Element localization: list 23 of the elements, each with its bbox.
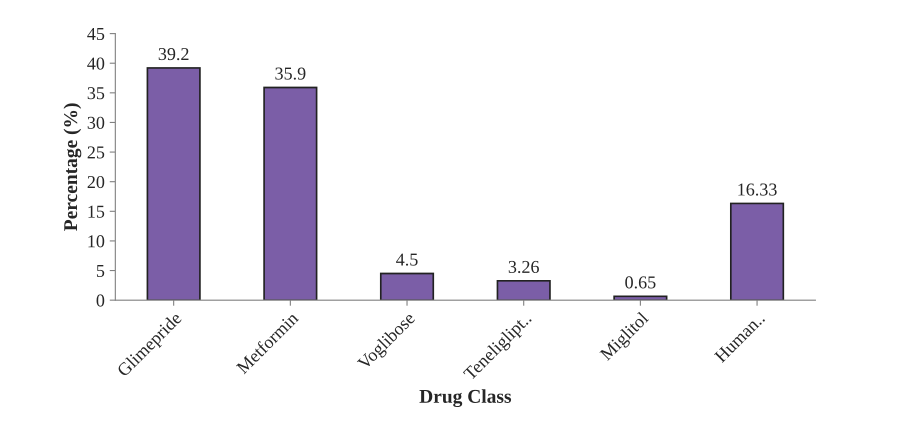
- bar: [496, 280, 551, 300]
- data-label: 4.5: [396, 254, 418, 266]
- y-tick-label: 10: [88, 235, 104, 248]
- y-tick-label: 30: [88, 116, 104, 129]
- y-tick-label: 20: [88, 176, 104, 188]
- y-tick-label: 40: [87, 57, 104, 70]
- y-tick-label: 45: [87, 28, 104, 40]
- y-axis-title: Percentage (%): [64, 103, 82, 231]
- y-tick-label: 0: [96, 294, 104, 307]
- data-label: 35.9: [275, 68, 306, 80]
- bar: [146, 67, 201, 300]
- y-tick-label: 35: [88, 87, 104, 100]
- data-label: 3.26: [508, 260, 539, 274]
- y-tick-label: 15: [88, 206, 104, 218]
- bar: [263, 86, 318, 300]
- data-label: 0.65: [625, 276, 656, 289]
- bar: [380, 272, 434, 300]
- bar: [730, 202, 784, 300]
- data-label: 16.33: [738, 183, 777, 196]
- x-axis-title: Drug Class: [420, 389, 512, 408]
- y-tick-label: 5: [96, 264, 104, 277]
- y-tick-label: 25: [88, 146, 104, 159]
- data-label: 39.2: [158, 48, 188, 60]
